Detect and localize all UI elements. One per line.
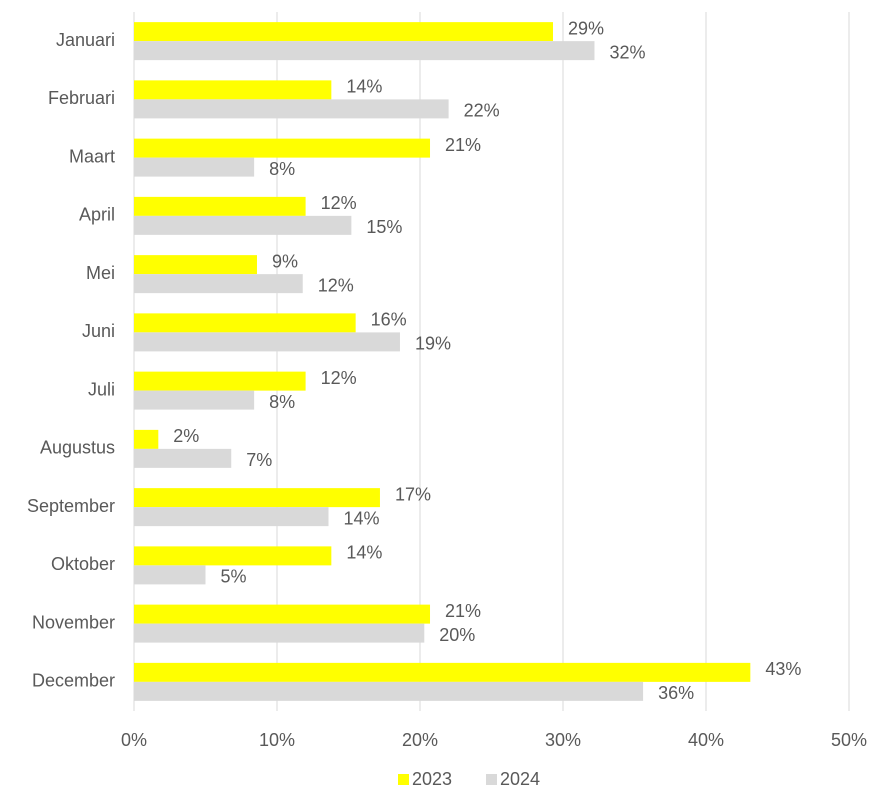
data-label: 29% — [568, 18, 604, 38]
bar — [134, 390, 255, 410]
y-tick-label: September — [27, 496, 115, 516]
y-tick-label: Augustus — [40, 438, 115, 458]
y-tick-label: November — [32, 612, 115, 632]
bar — [134, 41, 595, 61]
data-label: 43% — [765, 659, 801, 679]
bar — [134, 507, 329, 527]
bar — [134, 565, 206, 585]
y-tick-label: Juli — [88, 379, 115, 399]
x-tick-label: 50% — [831, 730, 867, 750]
bar — [134, 681, 644, 701]
bar — [134, 429, 159, 449]
bar — [134, 332, 400, 352]
y-tick-label: Mei — [86, 263, 115, 283]
data-label: 22% — [464, 101, 500, 121]
data-label: 16% — [371, 310, 407, 330]
bar — [134, 196, 306, 216]
y-tick-label: December — [32, 671, 115, 691]
y-tick-label: Februari — [48, 88, 115, 108]
bar — [134, 80, 332, 100]
data-label: 7% — [246, 450, 272, 470]
bar — [134, 371, 306, 391]
data-label: 20% — [439, 625, 475, 645]
bar — [134, 448, 232, 468]
legend-label: 2024 — [500, 769, 540, 789]
data-label: 19% — [415, 334, 451, 354]
bar — [134, 623, 425, 643]
legend-label: 2023 — [412, 769, 452, 789]
bar — [134, 157, 255, 177]
x-tick-label: 0% — [121, 730, 147, 750]
data-label: 12% — [321, 193, 357, 213]
data-label: 17% — [395, 484, 431, 504]
data-label: 15% — [366, 217, 402, 237]
legend-swatch — [486, 774, 497, 785]
bar — [134, 313, 356, 333]
y-tick-label: April — [79, 205, 115, 225]
y-tick-label: Oktober — [51, 554, 115, 574]
bar — [134, 662, 751, 682]
data-label: 8% — [269, 392, 295, 412]
data-label: 32% — [609, 42, 645, 62]
data-label: 21% — [445, 601, 481, 621]
x-tick-label: 30% — [545, 730, 581, 750]
x-tick-label: 40% — [688, 730, 724, 750]
data-label: 21% — [445, 135, 481, 155]
y-tick-label: Juni — [82, 321, 115, 341]
data-label: 8% — [269, 159, 295, 179]
data-label: 36% — [658, 683, 694, 703]
bar — [134, 255, 257, 275]
bar — [134, 99, 449, 119]
x-tick-label: 20% — [402, 730, 438, 750]
bar — [134, 488, 380, 508]
bar — [134, 215, 352, 235]
y-tick-label: Maart — [69, 146, 115, 166]
data-label: 12% — [321, 368, 357, 388]
bar — [134, 604, 431, 624]
bar — [134, 546, 332, 566]
data-label: 5% — [221, 567, 247, 587]
data-label: 12% — [318, 275, 354, 295]
legend-swatch — [398, 774, 409, 785]
data-label: 2% — [173, 426, 199, 446]
data-label: 14% — [346, 77, 382, 97]
bar — [134, 138, 431, 158]
data-label: 14% — [343, 508, 379, 528]
data-label: 14% — [346, 543, 382, 563]
bar — [134, 22, 553, 42]
data-label: 9% — [272, 251, 298, 271]
bar — [134, 274, 303, 294]
y-tick-label: Januari — [56, 30, 115, 50]
x-tick-label: 10% — [259, 730, 295, 750]
